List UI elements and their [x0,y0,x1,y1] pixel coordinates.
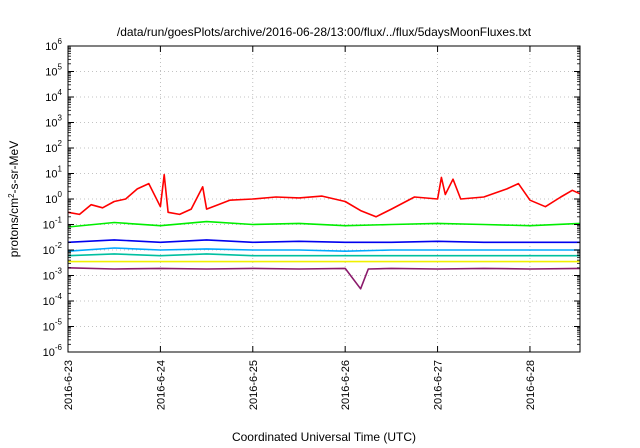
series-line-7 [67,267,581,290]
series-line-3 [67,239,580,244]
tick-layer [67,45,580,353]
y-tick-label-exp: 1 [58,165,63,174]
y-tick-label-exp: -4 [55,292,63,301]
series-line-4 [67,247,580,252]
x-tick-label: 2016-6-27 [433,360,445,410]
y-axis-label: protons/cm2-s-sr-MeV [7,141,22,257]
x-tick-label: 2016-6-25 [248,360,260,410]
y-tick-label-base: 10 [45,194,57,206]
y-tick-label: 101 [45,165,62,181]
y-tick-label-base: 10 [43,271,55,283]
y-tick-label-base: 10 [45,92,57,104]
x-tick-label: 2016-6-23 [63,360,75,410]
y-tick-label-exp: 6 [58,37,63,46]
y-tick-label-base: 10 [45,67,57,79]
chart-title: /data/run/goesPlots/archive/2016-06-28/1… [117,25,532,39]
y-tick-label-base: 10 [43,296,55,308]
y-tick-label-base: 10 [43,245,55,257]
x-tick-label: 2016-6-28 [525,360,537,410]
y-tick-label: 10-6 [43,343,63,359]
y-axis-label-sup: 2 [7,193,16,198]
y-tick-label-base: 10 [43,322,55,334]
y-tick-label-exp: 3 [58,114,63,123]
x-tick-label: 2016-6-26 [340,360,352,410]
series-layer [67,173,581,290]
y-tick-label: 100 [45,190,62,206]
x-axis-label: Coordinated Universal Time (UTC) [232,430,416,444]
series-line-2 [67,220,581,228]
y-tick-label-exp: 0 [58,190,63,199]
x-tick-labels: 2016-6-23 2016-6-24 2016-6-25 2016-6-26 2016… [63,360,537,410]
y-tick-label-exp: 5 [58,63,63,72]
y-tick-label: 10-5 [43,318,63,334]
y-tick-label-exp: 4 [58,88,63,97]
y-tick-label-base: 10 [45,169,57,181]
y-tick-label-base: 10 [43,220,55,232]
y-axis-label-suffix: -s-sr-MeV [7,141,21,194]
y-tick-label: 103 [45,114,62,130]
y-tick-labels: 10-610-510-410-310-210-11001011021031041… [43,37,63,359]
x-tick-label: 2016-6-24 [155,360,167,410]
y-tick-label-base: 10 [43,347,55,359]
y-tick-label-exp: -5 [55,318,63,327]
series-line-5 [67,253,580,257]
y-tick-label-exp: 2 [58,139,63,148]
y-tick-label: 106 [45,37,62,53]
y-tick-label: 10-4 [43,292,63,308]
y-tick-label: 10-1 [43,216,63,232]
y-tick-label-exp: -6 [55,343,63,352]
y-tick-label: 105 [45,63,62,79]
y-tick-label: 102 [45,139,62,155]
y-tick-label-base: 10 [45,143,57,155]
y-axis-label-prefix: protons/cm [7,198,21,257]
y-tick-label-base: 10 [45,41,57,53]
y-tick-label-base: 10 [45,118,57,130]
y-tick-label-exp: -3 [55,267,63,276]
y-tick-label: 104 [45,88,62,104]
y-tick-label: 10-3 [43,267,63,283]
y-tick-label: 10-2 [43,241,63,257]
y-tick-label-exp: -1 [55,216,63,225]
y-tick-label-exp: -2 [55,241,63,250]
series-line-1 [67,173,581,218]
